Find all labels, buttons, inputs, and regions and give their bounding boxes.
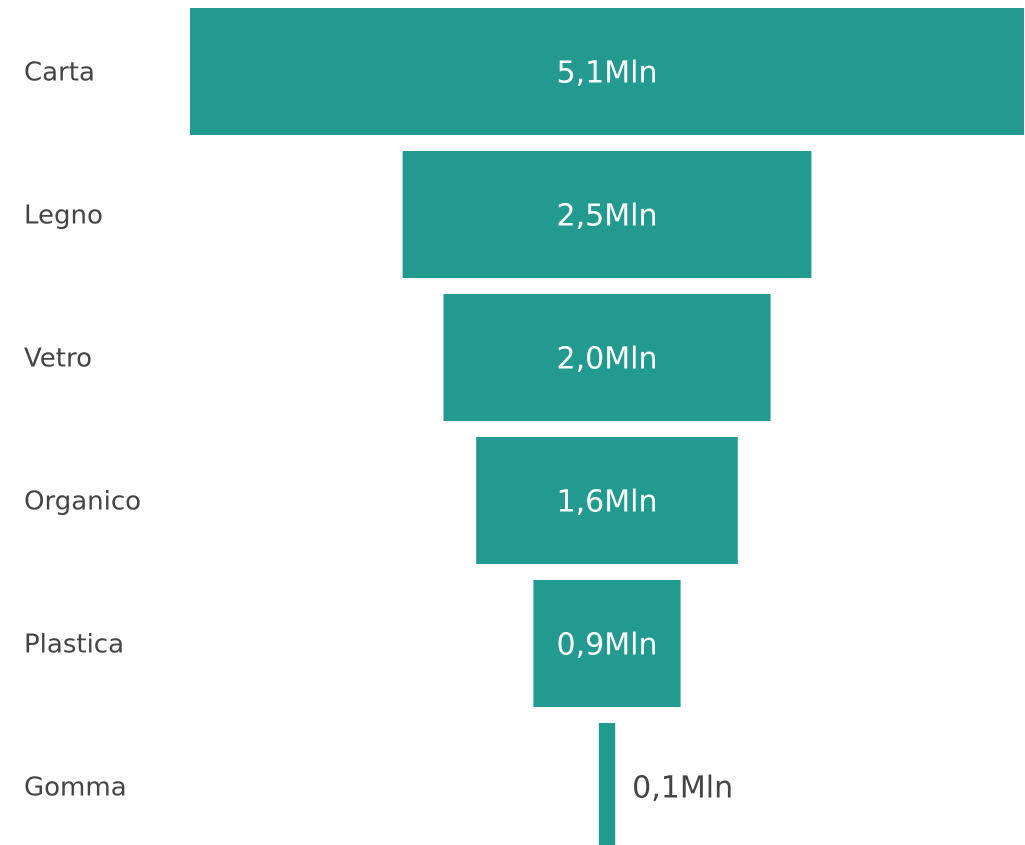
value-label-plastica: 0,9Mln (557, 628, 658, 663)
funnel-bar-organico[interactable] (476, 437, 738, 564)
funnel-bar-plastica[interactable] (533, 580, 681, 707)
category-label-vetro: Vetro (24, 344, 92, 374)
value-label-vetro: 2,0Mln (557, 342, 658, 377)
funnel-bar-gomma[interactable] (598, 723, 616, 845)
category-label-carta: Carta (24, 58, 95, 88)
value-label-legno: 2,5Mln (557, 199, 658, 234)
funnel-bar-legno[interactable] (402, 151, 812, 278)
value-label-organico: 1,6Mln (557, 485, 658, 520)
funnel-bar-carta[interactable] (190, 8, 1024, 135)
category-label-legno: Legno (24, 201, 103, 231)
value-label-carta: 5,1Mln (557, 56, 658, 91)
category-label-organico: Organico (24, 487, 141, 517)
category-label-plastica: Plastica (24, 630, 124, 660)
category-label-gomma: Gomma (24, 773, 127, 803)
funnel-bar-vetro[interactable] (443, 294, 771, 421)
value-label-gomma: 0,1Mln (632, 771, 733, 806)
